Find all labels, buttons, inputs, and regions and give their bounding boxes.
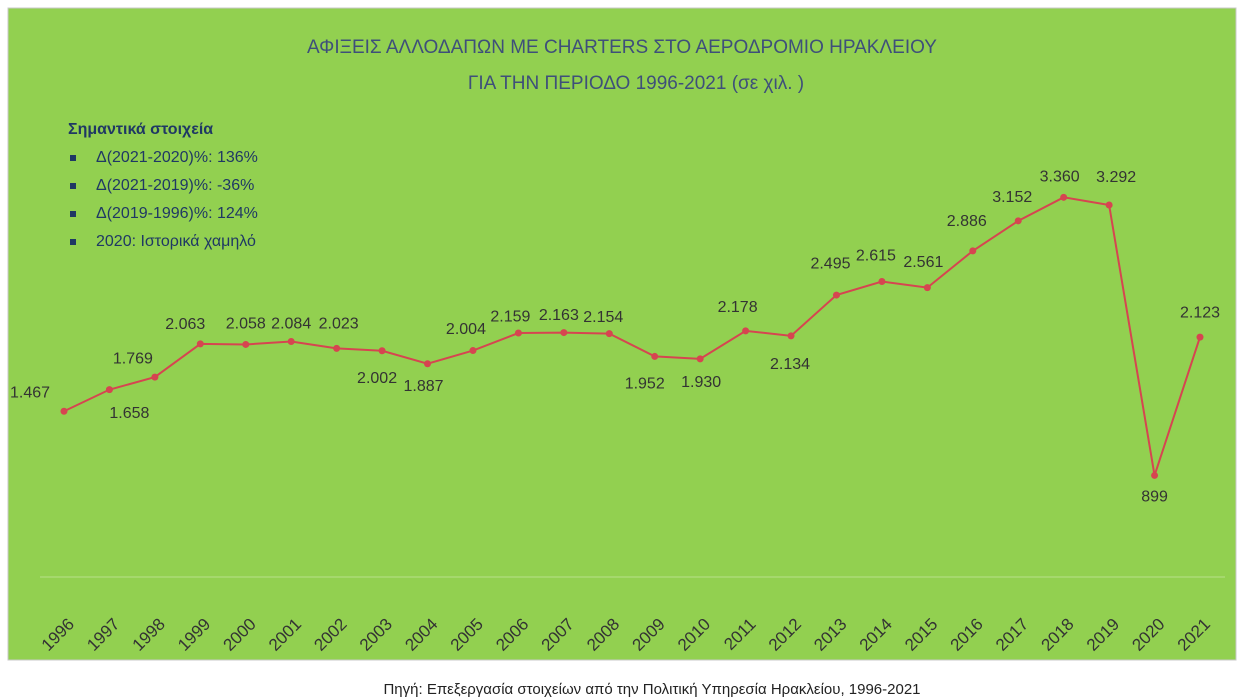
data-label: 2.134	[770, 356, 810, 373]
data-label: 3.360	[1040, 169, 1080, 186]
data-label: 2.063	[165, 316, 205, 333]
data-label: 2.002	[357, 370, 397, 387]
data-label: 2.123	[1180, 304, 1220, 321]
notes-heading: Σημαντικά στοιχεία	[68, 121, 213, 138]
point	[742, 327, 750, 335]
line	[63, 196, 1201, 476]
data-label: 2.163	[539, 307, 579, 324]
data-label: 2.023	[319, 316, 359, 333]
point	[560, 329, 568, 337]
data-label: 2.004	[446, 321, 486, 338]
data-label: 2.615	[856, 248, 896, 265]
chart-title: ΓΙΑ ΤΗΝ ΠΕΡΙΟΔΟ 1996-2021 (σε χιλ. )	[468, 73, 804, 94]
note-item: 2020: Ιστορικά χαμηλό	[96, 233, 256, 250]
point	[696, 355, 704, 363]
point	[287, 338, 295, 346]
data-label: 899	[1141, 489, 1168, 506]
point	[60, 407, 68, 415]
data-label: 2.886	[947, 213, 987, 230]
data-label: 3.292	[1096, 169, 1136, 186]
point	[1196, 333, 1204, 341]
chart-title: ΑΦΙΞΕΙΣ ΑΛΛΟΔΑΠΩΝ ΜΕ CHARTERS ΣΤΟ ΑΕΡΟΔΡ…	[307, 37, 937, 58]
data-label: 1.887	[403, 378, 443, 395]
point	[514, 329, 522, 337]
data-label: 1.930	[681, 374, 721, 391]
point	[969, 247, 977, 255]
point	[242, 340, 250, 348]
point	[832, 291, 840, 299]
point	[378, 347, 386, 355]
point	[333, 344, 341, 352]
bullet	[70, 183, 76, 189]
point	[1014, 217, 1022, 225]
point	[1060, 193, 1068, 201]
point	[923, 284, 931, 292]
point	[1105, 201, 1113, 209]
point	[1151, 471, 1159, 479]
data-label: 1.769	[113, 350, 153, 367]
data-label: 3.152	[992, 189, 1032, 206]
point	[105, 386, 113, 394]
point	[196, 340, 204, 348]
point	[151, 373, 159, 381]
data-label: 2.159	[490, 308, 530, 325]
data-label: 1.952	[625, 376, 665, 393]
data-label: 2.084	[271, 316, 311, 333]
bullet	[70, 239, 76, 245]
data-label: 2.495	[810, 255, 850, 272]
bullet	[70, 155, 76, 161]
data-label: 1.658	[109, 405, 149, 422]
point	[605, 330, 613, 338]
data-label: 2.561	[903, 254, 943, 271]
plot-background	[7, 7, 1237, 661]
point	[469, 347, 477, 355]
bullet	[70, 211, 76, 217]
data-label: 1.467	[10, 384, 50, 401]
data-label: 2.154	[583, 309, 623, 326]
note-item: Δ(2021-2019)%: -36%	[96, 177, 254, 194]
note-item: Δ(2021-2020)%: 136%	[96, 149, 258, 166]
point	[878, 278, 886, 286]
source: Πηγή: Επεξεργασία στοιχείων από την Πολι…	[383, 681, 920, 698]
point	[424, 360, 432, 368]
data-label: 2.178	[718, 299, 758, 316]
point	[787, 332, 795, 340]
note-item: Δ(2019-1996)%: 124%	[96, 205, 258, 222]
data-label: 2.058	[226, 316, 266, 333]
point	[651, 352, 659, 360]
